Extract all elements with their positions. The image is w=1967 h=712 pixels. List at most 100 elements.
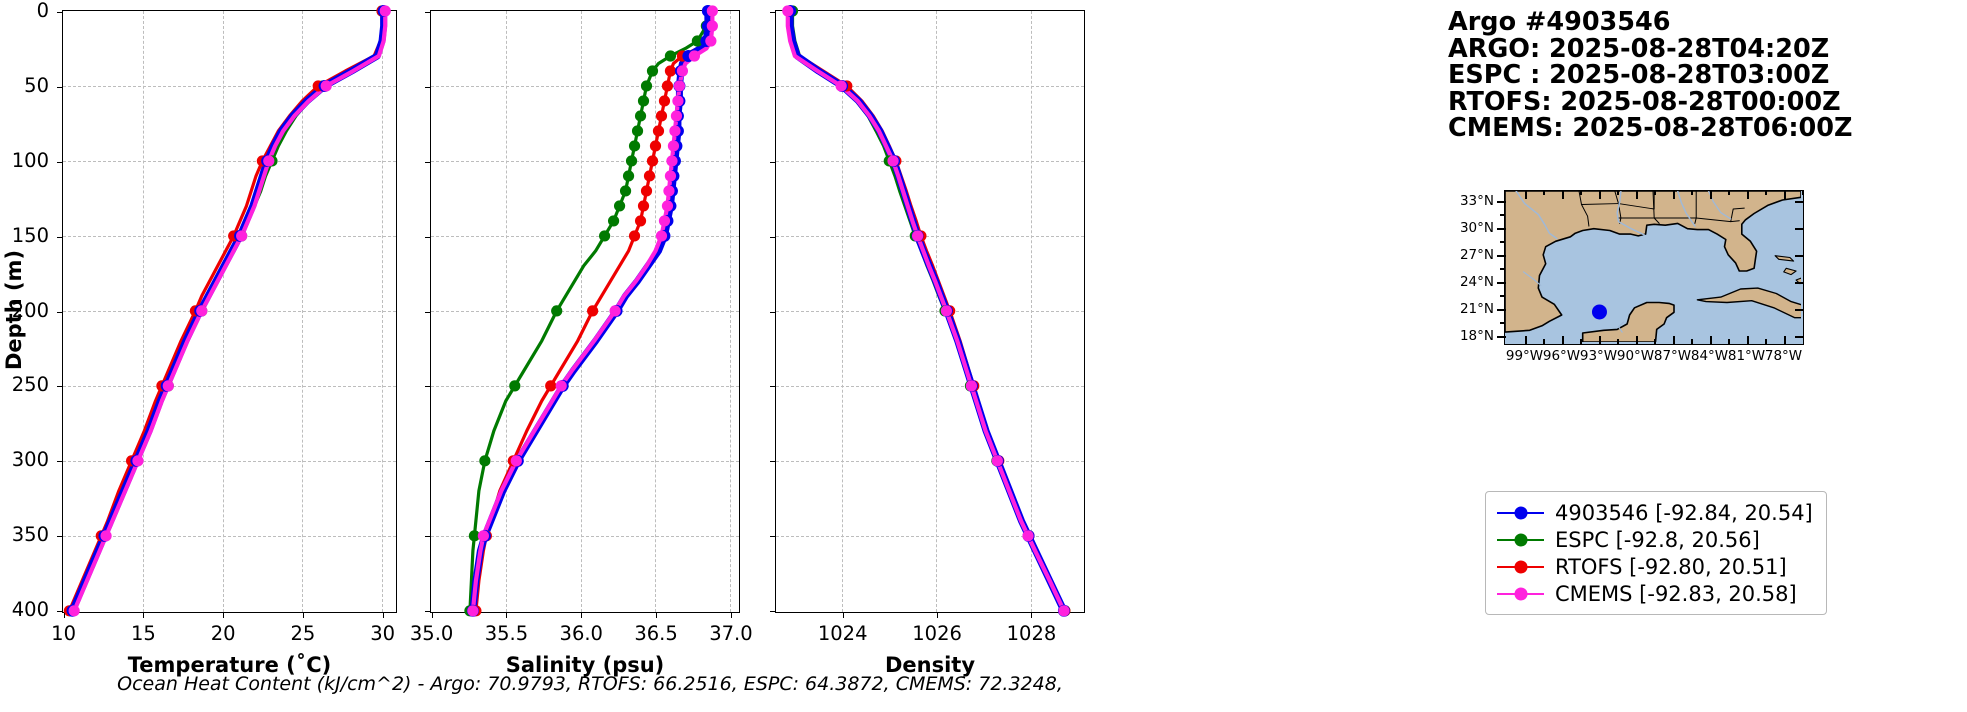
ytick-mark [425,11,430,13]
data-point [782,5,794,17]
land-bahamas-2 [1783,267,1797,276]
data-point [509,380,521,392]
data-point [510,455,522,467]
data-point [162,380,174,392]
series-line-RTOFS [67,9,384,613]
header-line-0: Argo #4903546 [1448,7,1671,37]
float-position-marker [1591,304,1607,320]
data-point [991,455,1003,467]
river-brazos [1515,191,1558,240]
ytick-label: 300 [11,448,49,472]
ytick-mark [57,461,62,463]
legend-marker-dot [1514,560,1527,573]
xtick-mark [431,613,433,618]
data-point [622,170,635,182]
xtick-mark [842,613,844,618]
gridline-h-5 [431,385,739,387]
data-point [613,200,626,212]
gridline-h-2 [63,160,396,162]
map-lon-tick [1598,336,1601,345]
xtick-label: 1026 [912,622,962,645]
map-lon-tick-top [1746,190,1749,199]
ytick-mark [770,11,775,13]
legend-swatch-icon [1497,585,1544,603]
data-point [555,380,567,392]
map-lon-tick [1524,336,1527,345]
data-point [661,200,674,212]
legend-item-1: ESPC [-92.8, 20.56] [1497,526,1813,553]
gridline-h-2 [431,160,739,162]
ytick-mark [57,236,62,238]
ytick-mark [770,536,775,538]
legend-swatch-icon [1497,558,1544,576]
data-point [676,65,689,77]
gridline-h-5 [63,385,396,387]
ytick-label: 400 [11,598,49,622]
land-north-america [1505,191,1802,333]
map-lon-tick-top [1672,190,1675,199]
float-metadata-header: Argo #4903546 ARGO: 2025-08-28T04:20Z ESPC… [1448,9,1853,142]
xtick-mark [143,613,145,618]
ytick-label: 150 [11,223,49,247]
map-lon-tick [1561,336,1564,345]
map-lon-minor-tick [1543,339,1545,344]
legend-item-3: CMEMS [-92.83, 20.58] [1497,580,1813,607]
legend-label: ESPC [-92.8, 20.56] [1555,527,1760,552]
data-point [661,80,674,92]
map-lat-tick-right [1795,335,1804,338]
legend-marker-dot [1514,587,1527,600]
ytick-mark [425,236,430,238]
data-point [320,80,332,92]
data-point [467,605,479,617]
data-point [646,155,659,167]
series-line-CMEMS [785,8,1067,613]
legend-item-0: 4903546 [-92.84, 20.54] [1497,499,1813,526]
map-frame [1504,190,1804,345]
map-lon-tick-top [1709,190,1712,199]
ytick-label: 250 [11,373,49,397]
data-point [664,50,677,62]
xtick-label: 1028 [1006,622,1057,645]
location-map: 33°N 30°N 27°N 24°N 21°N 18°N 99°W 96°W 93°W 90°W… [1460,190,1804,364]
xtick-mark [506,613,508,618]
data-point [619,185,632,197]
data-point [640,80,653,92]
header-line-1: ARGO: 2025-08-28T04:20Z [1448,33,1830,64]
y-axis-label: Depth (m) [2,249,26,370]
land-yucatan [1581,301,1675,343]
xtick-mark [302,613,304,618]
data-point [477,530,489,542]
xtick-label: 37.0 [709,622,753,645]
ytick-label: 50 [24,73,49,97]
xtick-mark [937,613,939,618]
river-mexico [1522,271,1542,287]
data-point [196,305,208,317]
gridline-h-1 [776,85,1084,87]
map-lon-tick-top [1783,190,1786,199]
map-lon-minor-tick [1617,339,1619,344]
map-lat-tick-right [1795,254,1804,257]
xtick-label: 30 [370,622,396,645]
gridline-h-7 [431,535,739,537]
xtick-label: 10 [51,622,76,645]
xtick-label: 15 [130,622,156,645]
series-legend: 4903546 [-92.84, 20.54] ESPC [-92.8, 20.5… [1485,491,1827,615]
ytick-mark [770,161,775,163]
data-point [663,185,675,197]
x-axis-label-2: Salinity (psu) [505,653,665,677]
ytick-mark [57,161,62,163]
data-point [646,65,659,77]
map-lon-minor-tick [1580,339,1582,344]
map-lon-tick [1783,336,1786,345]
ytick-label: 200 [11,298,49,322]
xtick-label: 25 [290,622,316,645]
ytick-label: 0 [36,0,49,22]
ytick-mark [425,161,430,163]
map-lon-minor-tick-top [1765,190,1767,195]
data-point [640,185,653,197]
river-mississippi [1616,191,1646,236]
ytick-mark [770,86,775,88]
data-point [664,65,677,77]
map-lon-minor-tick-top [1802,190,1804,195]
data-point [551,305,563,317]
